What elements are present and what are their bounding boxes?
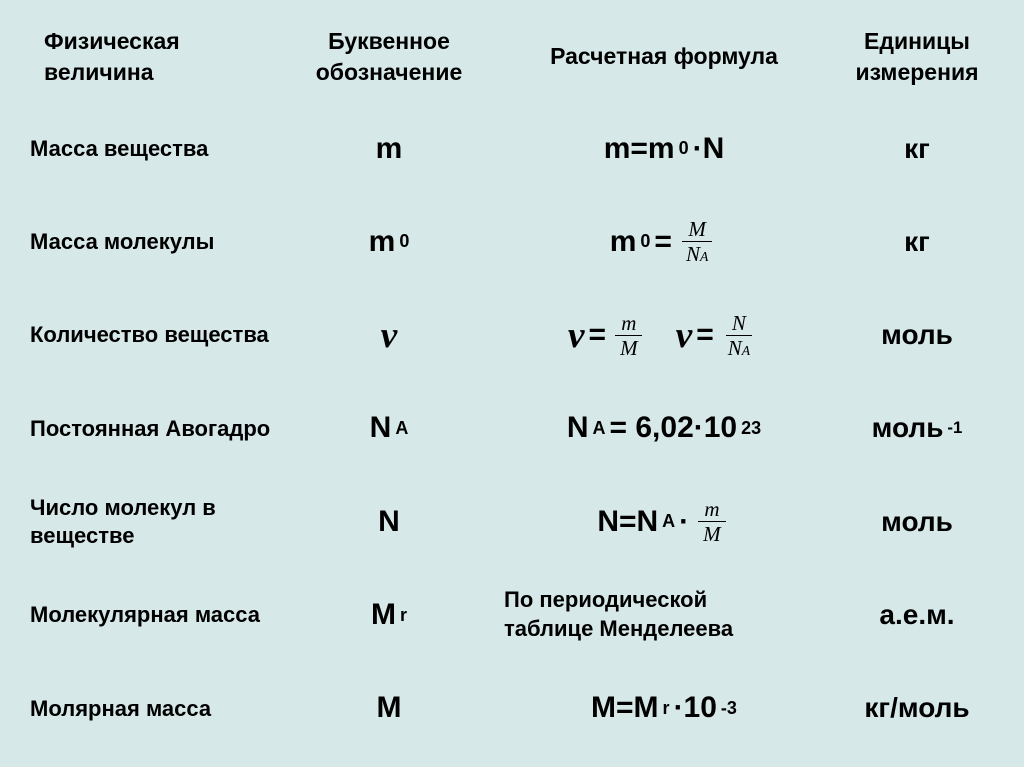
row-avogadro-formula: NA= 6,02·1023 (494, 382, 834, 475)
eq: = (696, 318, 714, 352)
fraction: m M (614, 312, 644, 359)
row-mass-substance-unit: кг (834, 102, 1000, 195)
symbol-m0: m0 (369, 225, 410, 259)
formula-text: m (610, 225, 637, 259)
row-amount-symbol: ν (284, 289, 494, 382)
fraction: N NA (722, 312, 756, 359)
row-mass-molecule-unit: кг (834, 195, 1000, 288)
row-amount-formula: ν= m M ν= N NA (494, 289, 834, 382)
formula-text: = 6,02·10 (610, 411, 738, 445)
formula-eq: = (654, 225, 672, 259)
row-amount-label: Количество вещества (24, 321, 284, 349)
symbol-base: M (371, 598, 396, 632)
symbol-n: N (378, 505, 400, 539)
frac-bot: NA (722, 336, 756, 359)
formula-line1: По периодической (504, 586, 834, 615)
symbol-m: m (376, 132, 403, 166)
symbol-base: m (369, 225, 396, 259)
symbol-nu: ν (676, 314, 693, 357)
frac-bot-base: N (728, 336, 742, 360)
row-num-molecules-symbol: N (284, 475, 494, 568)
formula-mass-molecule: m0= M NA (610, 218, 719, 265)
formula-mass-substance: m=m0·N (604, 132, 725, 166)
row-mass-substance-label: Масса вещества (24, 135, 284, 163)
row-num-molecules-formula: N=NA· m M (494, 475, 834, 568)
row-mass-molecule-label: Масса молекулы (24, 228, 284, 256)
formula-mendeleev: По периодической таблице Менделеева (494, 586, 834, 643)
frac-bot: M (614, 336, 644, 359)
frac-bot-base: N (686, 242, 700, 266)
formula-text: N (567, 411, 589, 445)
fraction: M NA (680, 218, 714, 265)
row-avogadro-label: Постоянная Авогадро (24, 415, 284, 443)
formula-molar-mass: M=Mr·10-3 (591, 691, 737, 725)
formula-sub: A (593, 418, 606, 439)
formula-text: m=m (604, 132, 675, 166)
symbol-sub: A (395, 418, 408, 439)
row-mass-substance-symbol: m (284, 102, 494, 195)
frac-top: N (726, 312, 752, 336)
formula-amount-2: ν= N NA (676, 312, 761, 359)
header-col4: Единицы измерения (834, 12, 1000, 102)
formula-sup: 23 (741, 418, 761, 439)
row-molar-mass-unit: кг/моль (834, 662, 1000, 755)
header-col3: Расчетная формула (494, 12, 834, 102)
eq: = (589, 318, 607, 352)
row-mass-molecule-symbol: m0 (284, 195, 494, 288)
row-avogadro-unit: моль-1 (834, 382, 1000, 475)
row-num-molecules-label: Число молекул в веществе (24, 494, 284, 549)
formula-text: M=M (591, 691, 659, 725)
symbol-nu: ν (381, 314, 398, 357)
fraction: m M (697, 498, 727, 545)
frac-top: M (682, 218, 712, 242)
formula-sub: A (662, 511, 675, 532)
formula-num-molecules: N=NA· m M (597, 498, 730, 545)
header-col2: Буквенное обозначение (284, 12, 494, 102)
row-mass-molecule-formula: m0= M NA (494, 195, 834, 288)
symbol-sub: 0 (399, 231, 409, 252)
formula-sub: 0 (640, 231, 650, 252)
formula-text: ·N (693, 132, 725, 166)
symbol-big-m: M (377, 691, 402, 725)
formula-avogadro: NA= 6,02·1023 (567, 411, 761, 445)
row-molecular-mass-formula: По периодической таблице Менделеева (494, 568, 834, 661)
formula-sub: 0 (679, 138, 689, 159)
symbol-na: NA (370, 411, 409, 445)
formula-sub: r (663, 698, 670, 719)
row-molecular-mass-label: Молекулярная масса (24, 601, 284, 629)
formula-text: N=N (597, 505, 658, 539)
symbol-nu: ν (568, 314, 585, 357)
unit-base: моль (872, 412, 944, 444)
frac-top: m (698, 498, 725, 522)
frac-bot-sub: A (742, 343, 750, 358)
formula-table: Физическая величина Буквенное обозначени… (24, 12, 1000, 755)
symbol-sub: r (400, 605, 407, 626)
row-mass-substance-formula: m=m0·N (494, 102, 834, 195)
row-molar-mass-label: Молярная масса (24, 695, 284, 723)
frac-bot: M (697, 522, 727, 545)
unit-mol-inv: моль-1 (872, 412, 963, 444)
frac-bot-sub: A (700, 249, 708, 264)
symbol-mr: Mr (371, 598, 407, 632)
page-root: Физическая величина Буквенное обозначени… (0, 0, 1024, 767)
formula-text: · (679, 505, 689, 539)
row-avogadro-symbol: NA (284, 382, 494, 475)
formula-amount-1: ν= m M (568, 312, 648, 359)
unit-sup: -1 (947, 418, 962, 438)
row-molar-mass-formula: M=Mr·10-3 (494, 662, 834, 755)
frac-top: m (615, 312, 642, 336)
formula-text: ·10 (674, 691, 717, 725)
row-molecular-mass-symbol: Mr (284, 568, 494, 661)
formula-line2: таблице Менделеева (504, 615, 834, 644)
row-molar-mass-symbol: M (284, 662, 494, 755)
row-num-molecules-unit: моль (834, 475, 1000, 568)
symbol-base: N (370, 411, 392, 445)
row-amount-unit: моль (834, 289, 1000, 382)
formula-sup: -3 (721, 698, 737, 719)
row-molecular-mass-unit: а.е.м. (834, 568, 1000, 661)
header-col1: Физическая величина (24, 12, 284, 102)
frac-bot: NA (680, 242, 714, 265)
